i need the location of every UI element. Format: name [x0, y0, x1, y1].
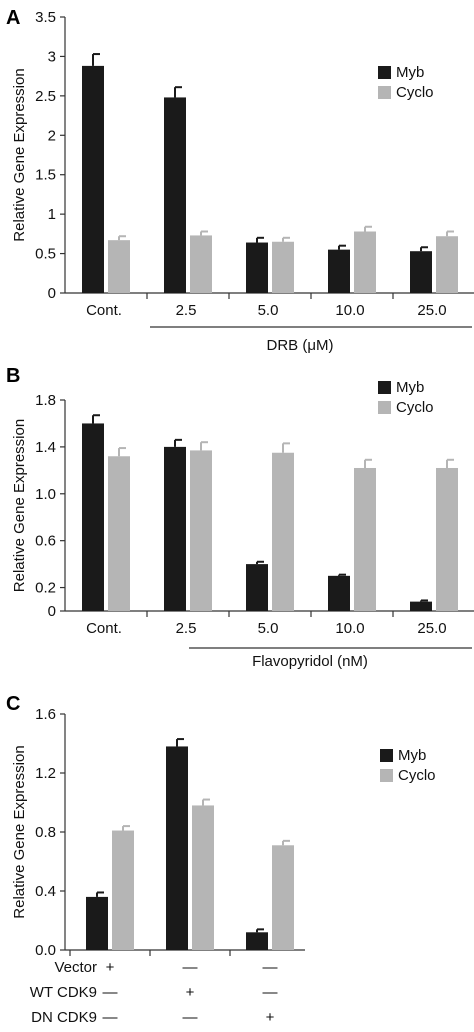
- y-tick-label: 1: [48, 206, 56, 223]
- bar-cyclo: [272, 452, 294, 611]
- bar-myb: [410, 601, 432, 611]
- legend-label-myb: Myb: [398, 747, 426, 764]
- legend-swatch-cyclo: [380, 769, 393, 782]
- group-label: Flavopyridol (nM): [252, 653, 368, 670]
- y-tick-label: 0: [48, 285, 56, 302]
- condition-mark: —: [103, 1009, 118, 1026]
- bar-myb: [246, 564, 268, 611]
- bar-cyclo: [272, 241, 294, 293]
- condition-mark: —: [183, 959, 198, 976]
- y-tick-label: 0.4: [35, 883, 56, 900]
- x-tick-label: Cont.: [86, 302, 122, 319]
- bar-myb: [328, 575, 350, 611]
- bar-cyclo: [354, 467, 376, 611]
- y-tick-label: 0.2: [35, 580, 56, 597]
- condition-mark: —: [263, 959, 278, 976]
- legend-label-myb: Myb: [396, 64, 424, 81]
- legend-label-cyclo: Cyclo: [396, 399, 434, 416]
- bar-myb: [164, 446, 186, 611]
- panel-label: B: [6, 365, 20, 387]
- bar-myb: [246, 932, 268, 950]
- y-tick-label: 0: [48, 603, 56, 620]
- x-tick-label: 2.5: [176, 302, 197, 319]
- bar-myb: [82, 65, 104, 294]
- condition-row-label: DN CDK9: [31, 1009, 97, 1026]
- bar-cyclo: [436, 236, 458, 293]
- condition-mark: +: [106, 959, 115, 976]
- x-tick-label: 10.0: [335, 302, 364, 319]
- y-tick-label: 3: [48, 48, 56, 65]
- bar-cyclo: [190, 235, 212, 293]
- x-tick-label: 5.0: [258, 620, 279, 637]
- bar-cyclo: [108, 456, 130, 611]
- legend-swatch-cyclo: [378, 86, 391, 99]
- condition-row-label: Vector: [54, 959, 97, 976]
- bar-myb: [410, 251, 432, 293]
- y-tick-label: 0.5: [35, 246, 56, 263]
- condition-mark: —: [263, 984, 278, 1001]
- y-tick-label: 1.6: [35, 706, 56, 723]
- legend-label-myb: Myb: [396, 379, 424, 396]
- condition-mark: —: [103, 984, 118, 1001]
- legend-swatch-cyclo: [378, 401, 391, 414]
- y-tick-label: 1.4: [35, 439, 56, 456]
- bar-cyclo: [108, 240, 130, 293]
- bar-myb: [328, 249, 350, 293]
- y-tick-label: 1.2: [35, 765, 56, 782]
- bar-cyclo: [272, 845, 294, 950]
- y-tick-label: 0.0: [35, 942, 56, 959]
- bar-myb: [166, 746, 188, 950]
- condition-row-label: WT CDK9: [30, 984, 97, 1001]
- y-tick-label: 0.6: [35, 533, 56, 550]
- panel-label: A: [6, 7, 20, 29]
- y-axis-label: Relative Gene Expression: [11, 419, 28, 592]
- y-tick-label: 0.8: [35, 824, 56, 841]
- chart-panel-b: B 0 0.2 0.6 1.0 1.4 1.8 Relative Gene Expressio…: [6, 365, 474, 670]
- y-tick-label: 1.8: [35, 392, 56, 409]
- bar-cyclo: [354, 231, 376, 293]
- chart-panel-c: C 0.0 0.4 0.8 1.2 1.6 Relative Gene Expression…: [6, 693, 436, 1026]
- x-tick-label: 25.0: [417, 620, 446, 637]
- bar-cyclo: [192, 805, 214, 950]
- bar-cyclo: [112, 830, 134, 950]
- y-tick-label: 2.5: [35, 88, 56, 105]
- legend-label-cyclo: Cyclo: [398, 767, 436, 784]
- bar-cyclo: [436, 467, 458, 611]
- condition-mark: +: [186, 984, 195, 1001]
- bar-myb: [82, 423, 104, 611]
- chart-panel-a: A 0 0.5 1 1.5 2 2.5 3 3.5 Relative Gene Expressio…: [6, 7, 474, 354]
- y-axis-label: Relative Gene Expression: [11, 68, 28, 241]
- condition-mark: +: [266, 1009, 275, 1026]
- y-tick-label: 1.5: [35, 167, 56, 184]
- x-tick-label: 5.0: [258, 302, 279, 319]
- legend-swatch-myb: [378, 66, 391, 79]
- legend-label-cyclo: Cyclo: [396, 84, 434, 101]
- y-axis-label: Relative Gene Expression: [11, 745, 28, 918]
- y-tick-label: 3.5: [35, 9, 56, 26]
- legend-swatch-myb: [378, 381, 391, 394]
- y-tick-label: 2: [48, 127, 56, 144]
- bar-myb: [246, 242, 268, 293]
- x-tick-label: 25.0: [417, 302, 446, 319]
- bar-myb: [86, 896, 108, 950]
- group-label: DRB (μM): [267, 337, 334, 354]
- bar-myb: [164, 97, 186, 293]
- x-tick-label: 2.5: [176, 620, 197, 637]
- x-tick-label: Cont.: [86, 620, 122, 637]
- bar-cyclo: [190, 450, 212, 611]
- legend-swatch-myb: [380, 749, 393, 762]
- x-tick-label: 10.0: [335, 620, 364, 637]
- y-tick-label: 1.0: [35, 486, 56, 503]
- panel-label: C: [6, 693, 20, 715]
- condition-mark: —: [183, 1009, 198, 1026]
